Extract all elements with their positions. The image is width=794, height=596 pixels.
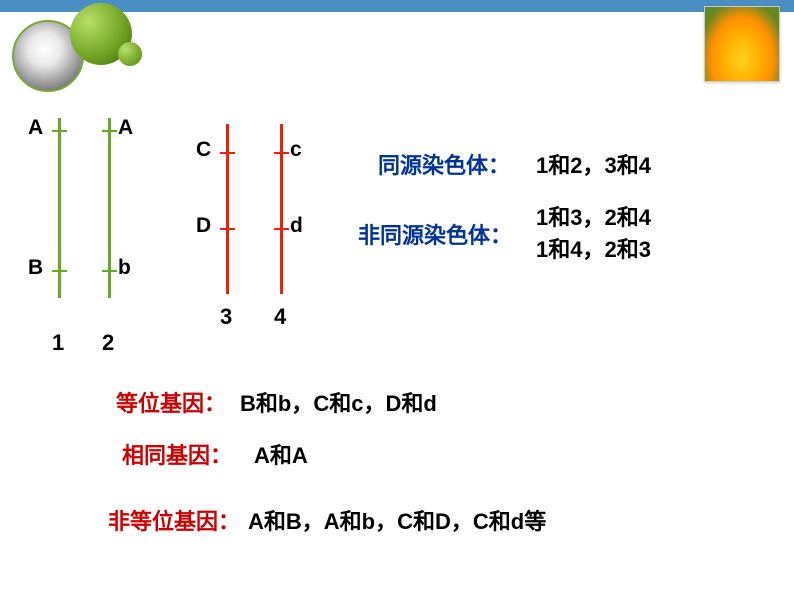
chromosome-number: 3 [220, 304, 232, 330]
gene-label: D [196, 214, 211, 238]
nonhomologous-value-1: 1和3，2和4 [536, 200, 651, 232]
allele-label: 等位基因： [116, 386, 226, 418]
nonhomologous-label: 非同源染色体： [358, 218, 512, 250]
same-gene-label: 相同基因： [122, 438, 232, 470]
homologous-value: 1和2，3和4 [536, 148, 651, 180]
chromosome-number: 1 [52, 330, 64, 356]
same-gene-value: A和A [254, 438, 308, 470]
nonallele-label: 非等位基因： [108, 504, 240, 536]
gene-tick [220, 228, 235, 230]
gene-tick [102, 270, 117, 272]
gene-label: b [118, 256, 131, 280]
leaf-small-decoration [118, 42, 142, 66]
gene-label: A [28, 116, 43, 140]
nonallele-value: A和B，A和b，C和D，C和d等 [248, 504, 546, 536]
gene-tick [52, 270, 67, 272]
chromosome-number: 2 [102, 330, 114, 356]
gene-label: B [28, 256, 43, 280]
gene-label: A [118, 116, 133, 140]
chromosome-number: 4 [274, 304, 286, 330]
nonhomologous-value-2: 1和4，2和3 [536, 232, 651, 264]
homologous-label: 同源染色体： [378, 148, 510, 180]
tulip-decoration [704, 6, 780, 82]
gene-label: C [196, 138, 211, 162]
gene-label: d [290, 214, 303, 238]
allele-value: B和b，C和c，D和d [240, 386, 437, 418]
chromosome-line [226, 124, 229, 294]
gene-tick [220, 152, 235, 154]
gene-tick [274, 228, 289, 230]
gene-label: c [290, 138, 302, 162]
chromosome-line [280, 124, 283, 294]
gene-tick [102, 130, 117, 132]
gene-tick [274, 152, 289, 154]
gene-tick [52, 130, 67, 132]
